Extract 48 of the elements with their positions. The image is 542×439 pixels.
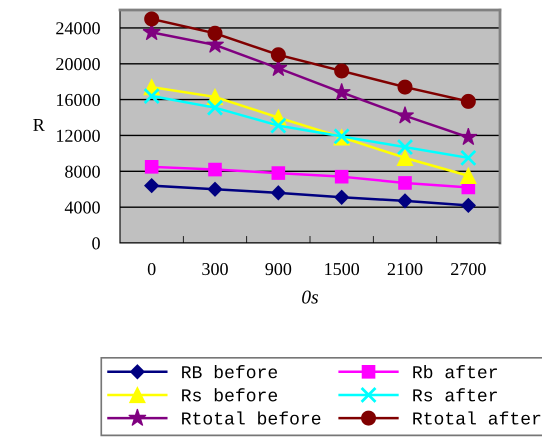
point [398,176,412,190]
point [332,82,351,100]
point [270,117,287,134]
x-tick-label: 2700 [451,262,486,276]
x-tick-label: 900 [265,262,292,276]
point [206,99,224,116]
point [334,170,348,184]
point [334,190,350,205]
point [398,193,412,208]
point [460,168,477,184]
legend-label: Rs before [182,388,278,402]
point [396,150,414,166]
y-tick-label: 4000 [64,201,100,214]
point [460,94,476,109]
point [459,128,478,146]
point [396,106,414,124]
y-tick-label: 20000 [56,58,100,70]
y-tick-label: 12000 [57,130,100,142]
x-tick-label: 300 [202,262,228,276]
legend-label: Rtotal before [182,411,320,425]
point [460,150,477,166]
legend-label: Rs after [413,388,497,402]
point [334,63,350,78]
legend-label: Rtotal after [413,411,540,425]
point [396,138,414,156]
y-tick-label: 16000 [57,94,100,106]
point [270,185,286,200]
point [208,162,222,176]
point [144,178,160,194]
legend-label: Rb after [413,365,497,378]
point [270,47,286,62]
x-tick-label: 1500 [325,262,360,276]
x-tick-label: 2100 [388,262,422,276]
point [144,160,158,174]
y-axis-title: R [33,119,45,131]
x-tick-label: 0 [148,262,156,276]
point [208,182,222,197]
y-tick-label: 8000 [65,166,100,178]
y-tick-label: 0 [92,237,100,250]
point [208,26,222,41]
point [144,11,160,26]
x-axis-title: 0s [302,290,318,304]
y-tick-label: 24000 [56,22,100,34]
point [272,166,286,180]
point [460,198,476,213]
point [143,88,160,104]
point [398,80,412,95]
legend-label: RB before [182,365,278,378]
